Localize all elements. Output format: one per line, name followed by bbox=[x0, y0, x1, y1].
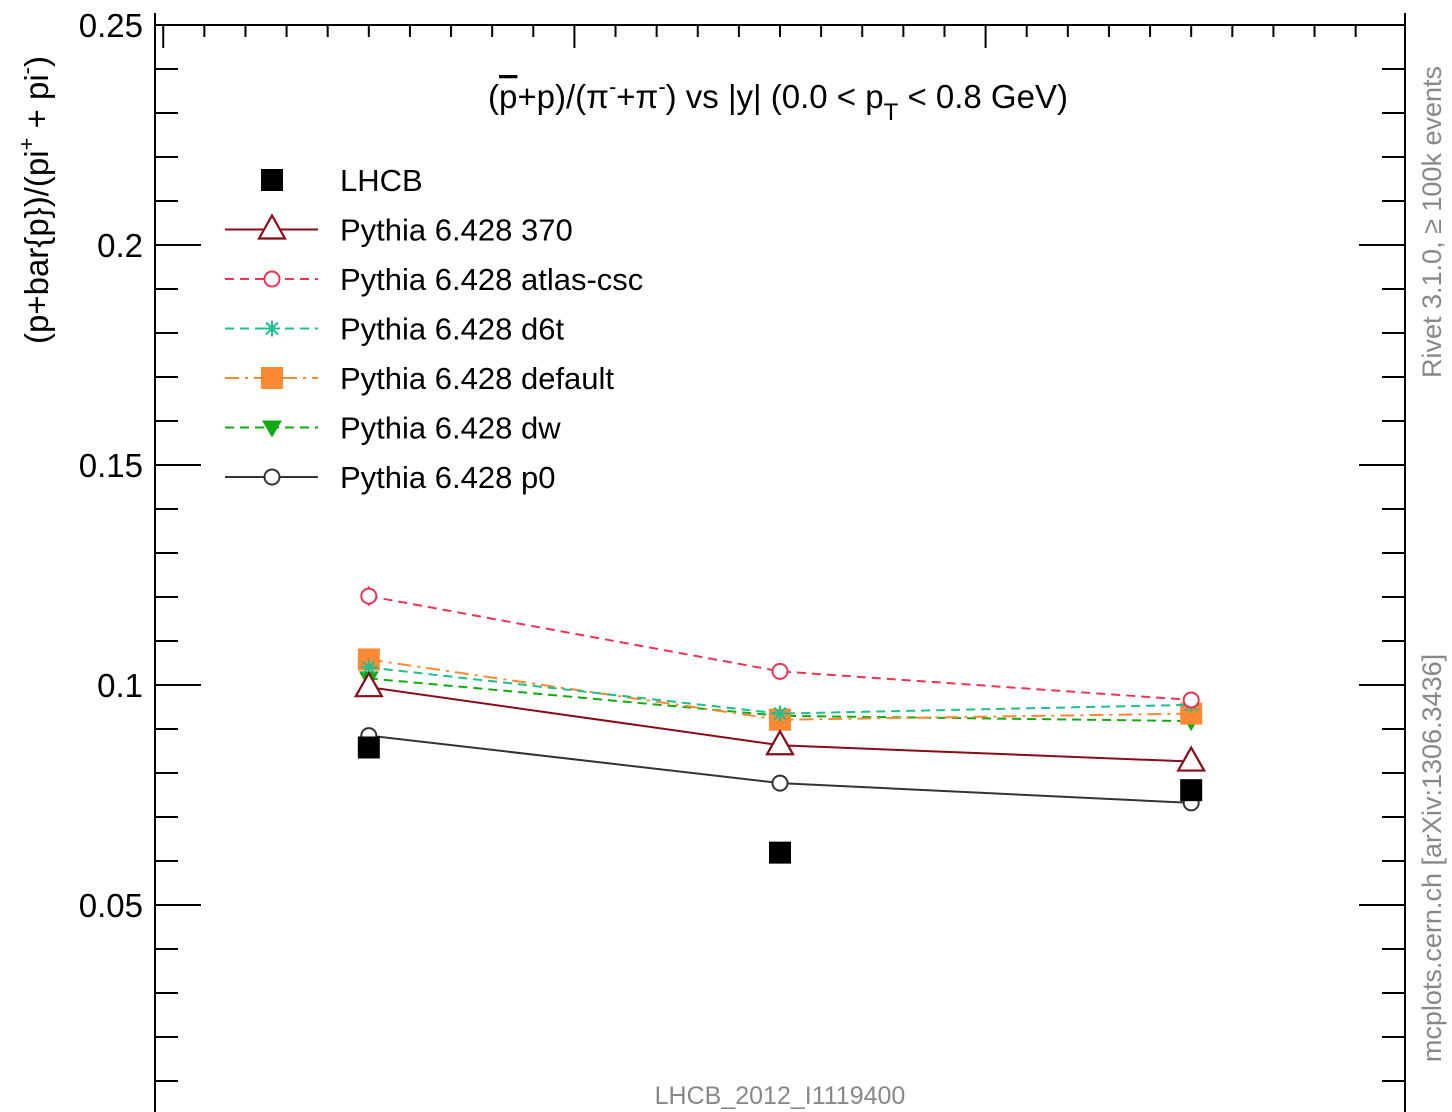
data-point bbox=[771, 774, 789, 792]
legend-marker bbox=[262, 420, 282, 438]
data-point bbox=[360, 659, 377, 676]
series-pythia-6-428-atlas-csc bbox=[360, 586, 1200, 709]
legend-label: Pythia 6.428 atlas-csc bbox=[340, 262, 643, 297]
data-point bbox=[360, 587, 378, 605]
legend-marker bbox=[264, 320, 280, 337]
data-point bbox=[357, 736, 380, 759]
legend-label: Pythia 6.428 p0 bbox=[340, 460, 555, 495]
axis-ticks bbox=[154, 13, 1406, 1082]
legend-marker bbox=[261, 169, 283, 191]
data-point bbox=[1180, 702, 1203, 725]
data-point bbox=[1182, 691, 1200, 709]
legend-label: Pythia 6.428 dw bbox=[340, 411, 561, 446]
legend-label: Pythia 6.428 370 bbox=[340, 213, 573, 248]
series-line bbox=[368, 595, 1192, 701]
series-pythia-6-428-370 bbox=[353, 670, 1207, 772]
mcplots-source-label: mcplots.cern.ch [arXiv:1306.3436] bbox=[1417, 654, 1447, 1062]
series-lhcb bbox=[357, 736, 1203, 864]
analysis-id-label: LHCB_2012_I1119400 bbox=[655, 1082, 906, 1110]
data-point bbox=[1176, 745, 1207, 772]
y-axis-label: (p+bar{p})/(pi+ + pi-) bbox=[14, 56, 55, 344]
legend-item-pythia-6-428-dw: Pythia 6.428 dw bbox=[225, 411, 561, 446]
y-tick-label: 0.15 bbox=[79, 447, 143, 484]
legend-item-lhcb: LHCB bbox=[261, 163, 423, 198]
title-pbar: p bbox=[499, 78, 517, 115]
legend-item-pythia-6-428-atlas-csc: Pythia 6.428 atlas-csc bbox=[225, 262, 643, 297]
y-tick-label: 0.05 bbox=[79, 887, 143, 924]
legend-label: Pythia 6.428 d6t bbox=[340, 312, 564, 347]
legend-marker bbox=[257, 213, 287, 240]
legend-marker bbox=[263, 270, 281, 288]
legend-item-pythia-6-428-p0: Pythia 6.428 p0 bbox=[225, 460, 555, 495]
data-point bbox=[1180, 779, 1203, 802]
data-point bbox=[765, 729, 795, 756]
legend: LHCB Pythia 6.428 370 Pythia 6.428 atlas-c… bbox=[225, 163, 643, 495]
y-tick-label: 0.2 bbox=[97, 227, 143, 264]
plot-frame bbox=[154, 24, 1406, 1112]
series-layer bbox=[353, 586, 1207, 864]
legend-marker bbox=[261, 367, 283, 389]
data-point bbox=[353, 670, 384, 698]
legend-item-pythia-6-428-default: Pythia 6.428 default bbox=[225, 361, 614, 396]
y-tick-labels: 0.05 0.1 0.15 0.2 0.25 bbox=[79, 7, 143, 924]
legend-item-pythia-6-428-370: Pythia 6.428 370 bbox=[225, 213, 573, 248]
legend-marker bbox=[263, 468, 281, 486]
legend-label: Pythia 6.428 default bbox=[340, 361, 614, 396]
rivet-version-label: Rivet 3.1.0, ≥ 100k events bbox=[1417, 66, 1447, 378]
chart-title: (p+p)/(π-+π-) vs |y| (0.0 < pT < 0.8 GeV… bbox=[488, 74, 1068, 126]
data-point bbox=[769, 841, 791, 864]
data-point bbox=[772, 705, 788, 722]
y-tick-label: 0.1 bbox=[97, 667, 143, 704]
legend-label: LHCB bbox=[340, 163, 423, 198]
data-point bbox=[771, 662, 789, 680]
legend-item-pythia-6-428-d6t: Pythia 6.428 d6t bbox=[225, 312, 564, 347]
y-tick-label: 0.25 bbox=[79, 7, 143, 44]
